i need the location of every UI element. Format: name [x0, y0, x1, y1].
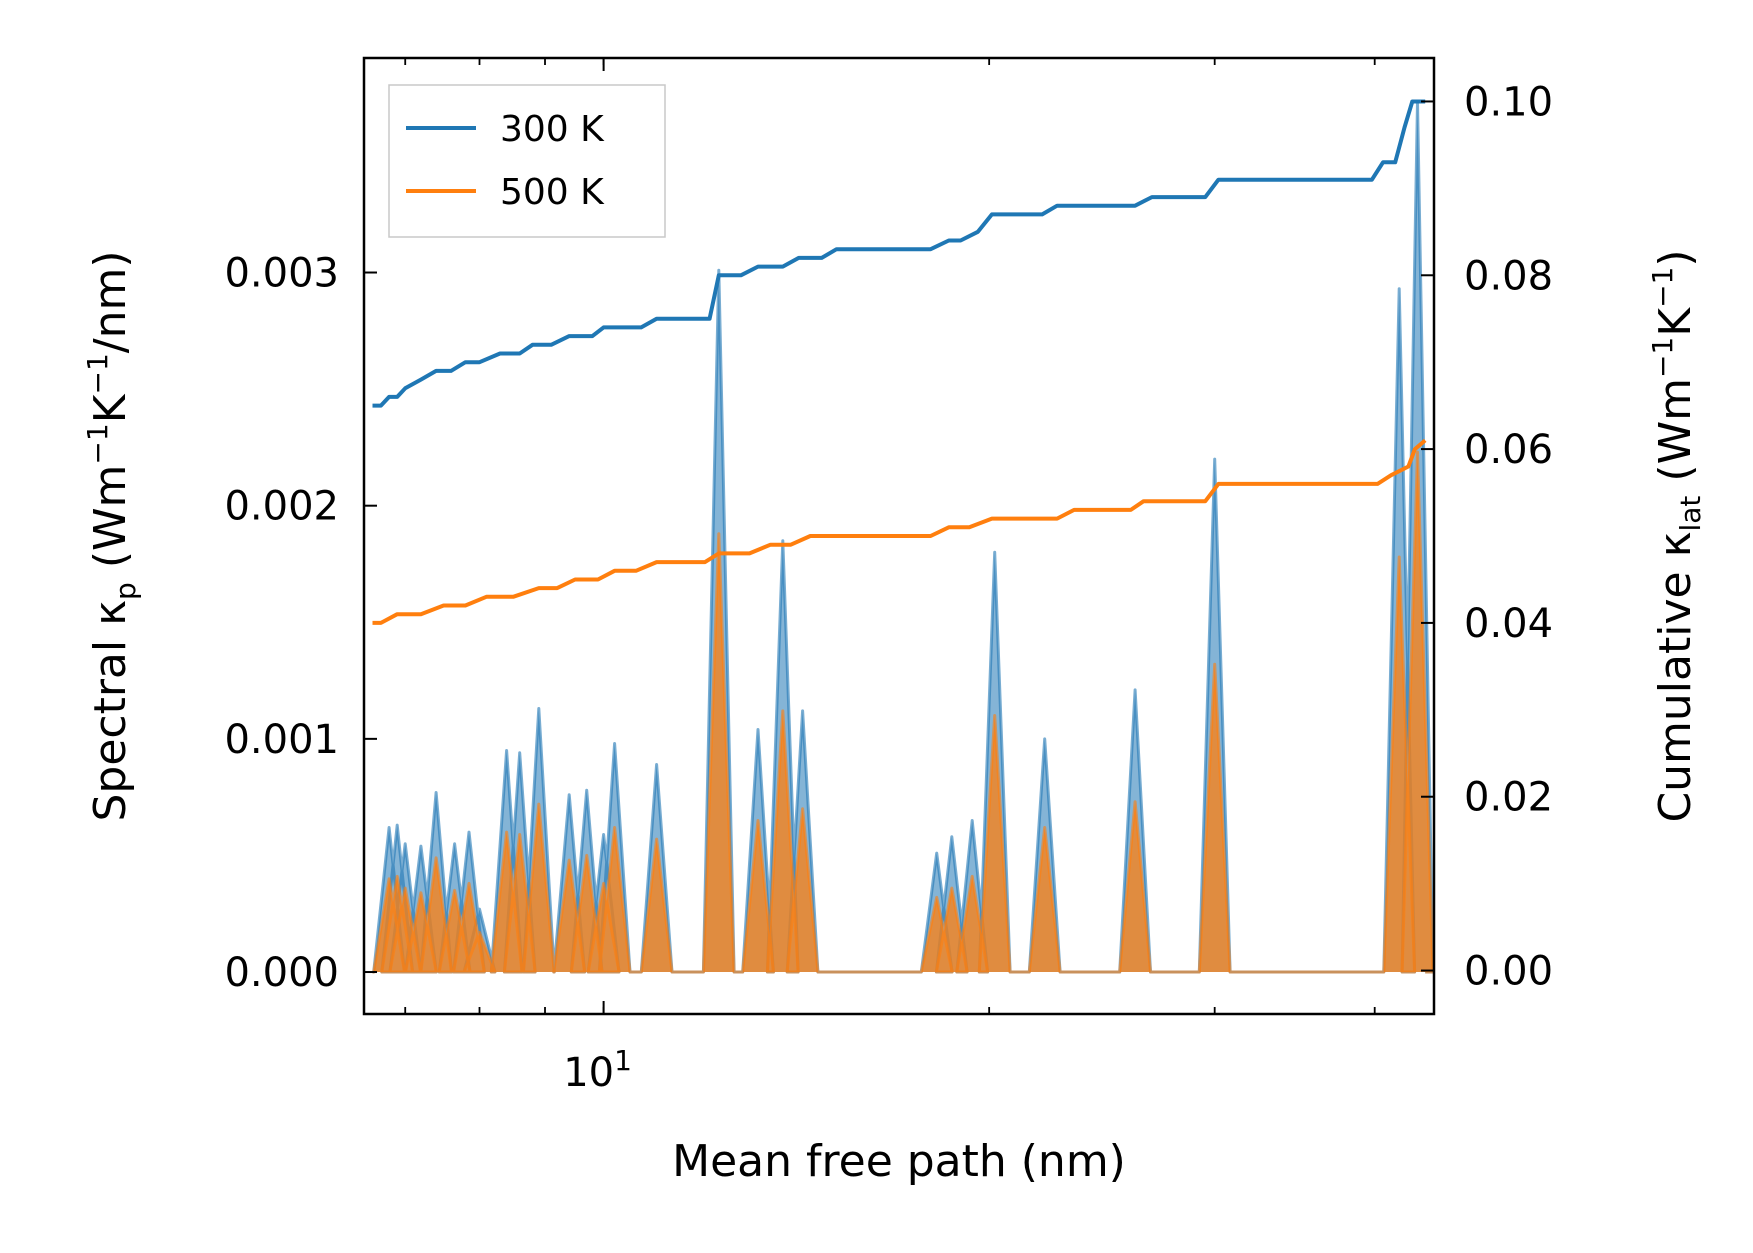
right-tick-label: 0.08 — [1464, 253, 1553, 299]
right-tick-label: 0.10 — [1464, 79, 1553, 125]
x-tick-label: 101 — [563, 1044, 632, 1096]
left-tick-label: 0.002 — [224, 484, 339, 530]
cumulative-lines — [372, 99, 1427, 625]
spectral-line-300k — [372, 100, 1435, 974]
spectral-line-500k — [372, 450, 1435, 974]
right-tick-label: 0.04 — [1464, 601, 1553, 647]
legend-box — [388, 84, 666, 238]
spectral-fills — [372, 100, 1435, 974]
right-tick-label: 0.06 — [1464, 427, 1553, 473]
right-tick-label: 0.02 — [1464, 775, 1553, 821]
left-tick-label: 0.000 — [224, 950, 339, 996]
left-tick-label: 0.003 — [224, 251, 339, 297]
legend-label-500k: 500 K — [500, 172, 605, 213]
right-tick-label: 0.00 — [1464, 949, 1553, 995]
legend-label-300k: 300 K — [500, 109, 605, 150]
right-axis-title: Cumulative κlat (Wm−1K−1) — [1646, 249, 1707, 822]
legend: 300 K 500 K — [388, 84, 666, 238]
cumulative-line-300k — [372, 99, 1426, 408]
left-tick-label: 0.001 — [224, 717, 339, 763]
cumulative-line-500k — [372, 438, 1427, 625]
axis-ticks: 0.000 0.001 0.002 0.003 0.00 0.02 0.04 0.06 0.08… — [224, 58, 1553, 1096]
x-axis-title: Mean free path (nm) — [672, 1136, 1126, 1187]
left-axis-title: Spectral κp (Wm−1K−1/nm) — [81, 250, 142, 821]
plot-frame — [362, 56, 1436, 1016]
